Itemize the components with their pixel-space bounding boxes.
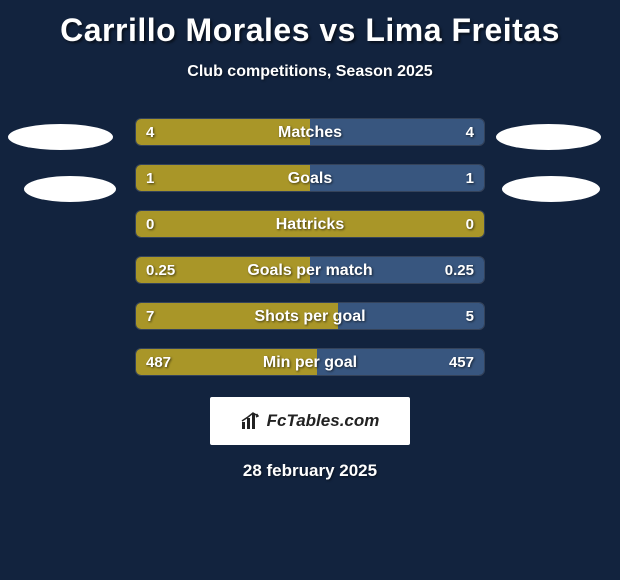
- stat-label: Goals: [136, 165, 484, 192]
- date-text: 28 february 2025: [0, 461, 620, 481]
- stat-bar: Hattricks0 0: [135, 210, 485, 238]
- stat-left-value: 487: [146, 349, 171, 376]
- subtitle: Club competitions, Season 2025: [0, 63, 620, 81]
- stat-left-value: 4: [146, 119, 154, 146]
- stat-label: Min per goal: [136, 349, 484, 376]
- stat-row: Min per goal487 457: [0, 339, 620, 385]
- page-title: Carrillo Morales vs Lima Freitas: [0, 0, 620, 49]
- stat-row: Goals per match0.25 0.25: [0, 247, 620, 293]
- stat-bar: Matches4 4: [135, 118, 485, 146]
- brand-text: FcTables.com: [267, 411, 380, 431]
- stat-right-value: 4: [466, 119, 474, 146]
- chart-icon: [241, 412, 263, 430]
- stat-left-value: 0.25: [146, 257, 175, 284]
- stat-row: Goals1 1: [0, 155, 620, 201]
- stat-left-value: 1: [146, 165, 154, 192]
- stat-label: Matches: [136, 119, 484, 146]
- stat-label: Shots per goal: [136, 303, 484, 330]
- stat-right-value: 5: [466, 303, 474, 330]
- stat-row: Hattricks0 0: [0, 201, 620, 247]
- stat-right-value: 0: [466, 211, 474, 238]
- stat-bar: Goals per match0.25 0.25: [135, 256, 485, 284]
- stat-row: Matches4 4: [0, 109, 620, 155]
- stat-rows: Matches4 4 Goals1 1 Hattricks0 0 Goals per mat…: [0, 109, 620, 385]
- stat-bar: Min per goal487 457: [135, 348, 485, 376]
- stat-label: Hattricks: [136, 211, 484, 238]
- stat-right-value: 1: [466, 165, 474, 192]
- stat-label: Goals per match: [136, 257, 484, 284]
- stat-right-value: 0.25: [445, 257, 474, 284]
- stat-left-value: 0: [146, 211, 154, 238]
- stat-bar: Shots per goal7 5: [135, 302, 485, 330]
- brand-badge: FcTables.com: [210, 397, 410, 445]
- stat-row: Shots per goal7 5: [0, 293, 620, 339]
- stat-left-value: 7: [146, 303, 154, 330]
- stat-right-value: 457: [449, 349, 474, 376]
- stat-bar: Goals1 1: [135, 164, 485, 192]
